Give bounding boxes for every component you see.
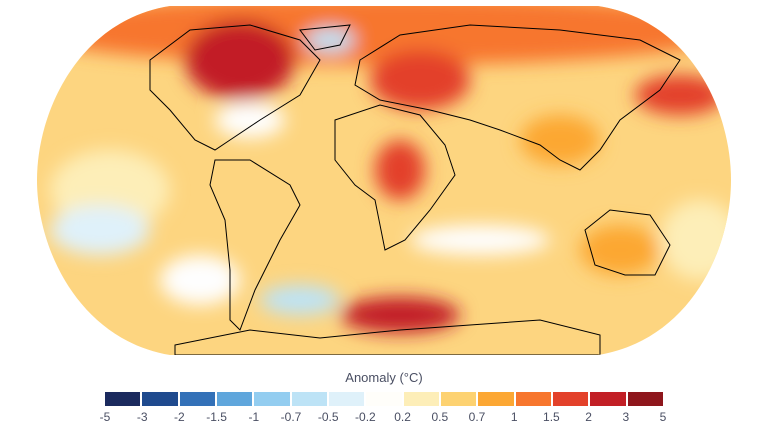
legend-swatch (179, 392, 215, 406)
legend-tick-label: 2 (585, 410, 592, 424)
legend-swatch (552, 392, 589, 406)
legend-tick-label: -0.5 (317, 410, 339, 424)
legend-title: Anomaly (°C) (345, 370, 423, 385)
legend-tick-label: 0.7 (468, 410, 486, 424)
legend-tick-label: 1 (510, 410, 518, 424)
legend-swatch (142, 392, 178, 406)
legend-swatch (254, 392, 290, 406)
legend-swatch (366, 392, 402, 406)
anomaly-field (37, 6, 731, 355)
legend-swatch (515, 392, 551, 406)
coastlines (149, 24, 681, 355)
legend-swatch (440, 392, 477, 406)
legend-tick-label: -5 (99, 410, 111, 424)
legend-tick-label: 0.5 (431, 410, 449, 424)
legend-tick-label: -0.7 (280, 410, 302, 424)
legend-tick-label: 1.5 (543, 410, 560, 424)
legend-swatch (590, 392, 626, 406)
legend-tick-label: 5 (659, 410, 667, 424)
legend-tick-label: -1.5 (206, 410, 227, 424)
legend-tick-label: 3 (622, 410, 630, 424)
legend-ticks: -5 -3 -2 -1.5 -1 -0.7 -0.5 -0.2 0.2 0.5 0.7 1 1.5 2 3 5 (100, 410, 667, 426)
legend-tick-label: -1 (248, 410, 260, 424)
legend-colorbar (105, 392, 663, 406)
legend-tick-label: -2 (174, 410, 185, 424)
legend-tick-label: -0.2 (355, 410, 376, 424)
legend-swatch (478, 392, 514, 406)
temperature-anomaly-map (37, 6, 731, 355)
legend-swatch (328, 392, 365, 406)
legend-swatch (105, 392, 141, 406)
legend-swatch (403, 392, 439, 406)
legend-swatch (291, 392, 327, 406)
legend-swatch (216, 392, 253, 406)
legend-tick-label: 0.2 (394, 410, 411, 424)
legend-swatch (627, 392, 663, 406)
legend-tick-label: -3 (136, 410, 148, 424)
